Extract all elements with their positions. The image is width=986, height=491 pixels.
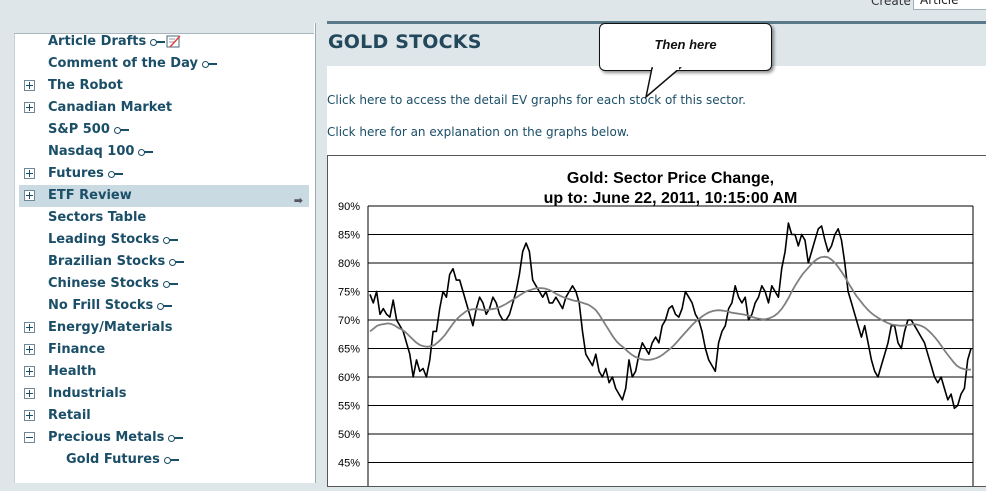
sidebar-item-label: Finance xyxy=(48,342,106,357)
sidebar-item-etf-review[interactable]: ETF Review ➡ xyxy=(19,185,309,207)
y-tick-label: 55% xyxy=(338,401,360,413)
sidebar-top-bar xyxy=(14,23,314,34)
callout-text: Then here xyxy=(654,37,717,52)
sidebar-item-label: Health xyxy=(48,364,97,379)
sidebar-item-label: Energy/Materials xyxy=(48,320,173,335)
expand-icon[interactable] xyxy=(24,322,35,333)
sidebar-item-label: Sectors Table xyxy=(48,210,147,225)
y-tick-label: 65% xyxy=(338,344,360,356)
key-icon xyxy=(150,38,166,46)
callout-bubble: Then here xyxy=(599,23,772,71)
sidebar-item-leading-stocks[interactable]: Leading Stocks xyxy=(15,229,305,251)
sidebar-item-futures[interactable]: Futures xyxy=(15,163,305,185)
sidebar-item-label: S&P 500 xyxy=(48,119,129,141)
sidebar-item-comment-of-the-day[interactable]: Comment of the Day xyxy=(15,53,305,75)
sidebar-item-gold-futures[interactable]: Gold Futures xyxy=(15,449,305,471)
sidebar-item-label: Retail xyxy=(48,408,91,423)
sidebar-item-the-robot[interactable]: The Robot xyxy=(15,75,305,97)
key-icon xyxy=(113,126,129,134)
sidebar-item-label: Canadian Market xyxy=(48,100,173,115)
chart-container: Gold: Sector Price Change, up to: June 22… xyxy=(327,155,986,487)
y-tick-label: 85% xyxy=(338,230,360,242)
sidebar-item-article-drafts[interactable]: Article Drafts xyxy=(15,31,305,53)
expand-icon[interactable] xyxy=(24,344,35,355)
y-tick-label: 70% xyxy=(338,315,360,327)
sidebar-item-s-p-500[interactable]: S&P 500 xyxy=(15,119,305,141)
page-title: GOLD STOCKS xyxy=(328,31,482,53)
sidebar-item-label: Brazilian Stocks xyxy=(48,251,185,273)
sector-price-chart: Gold: Sector Price Change, up to: June 22… xyxy=(338,170,974,486)
create-select[interactable]: Article xyxy=(913,0,986,10)
key-icon xyxy=(107,170,123,178)
sidebar-item-label: No Frill Stocks xyxy=(48,295,173,317)
expand-icon[interactable] xyxy=(24,388,35,399)
sidebar-item-label: ETF Review xyxy=(48,188,132,203)
y-tick-label: 50% xyxy=(338,429,360,441)
sidebar-item-label: The Robot xyxy=(48,78,123,93)
sidebar-item-label: Comment of the Day xyxy=(48,53,217,75)
key-icon xyxy=(169,258,185,266)
y-tick-label: 90% xyxy=(338,201,360,213)
chart-subtitle: up to: June 22, 2011, 10:15:00 AM xyxy=(544,190,798,207)
sidebar-item-industrials[interactable]: Industrials xyxy=(15,383,305,405)
series-line-average xyxy=(369,255,971,371)
key-icon xyxy=(201,60,217,68)
create-label: Create xyxy=(871,0,911,8)
y-tick-label: 45% xyxy=(338,458,360,470)
expand-icon[interactable] xyxy=(24,190,35,201)
sidebar-item-label: Chinese Stocks xyxy=(48,273,179,295)
sidebar-item-brazilian-stocks[interactable]: Brazilian Stocks xyxy=(15,251,305,273)
sidebar-item-precious-metals[interactable]: Precious Metals xyxy=(15,427,305,449)
sidebar-item-label: Gold Futures xyxy=(66,449,179,471)
expand-icon[interactable] xyxy=(24,366,35,377)
key-icon xyxy=(168,434,184,442)
expand-icon[interactable] xyxy=(24,168,35,179)
key-icon xyxy=(138,148,154,156)
sidebar-item-label: Precious Metals xyxy=(48,427,184,449)
sidebar-item-sectors-table[interactable]: Sectors Table xyxy=(15,207,305,229)
key-icon xyxy=(163,236,179,244)
sidebar-item-label: Nasdaq 100 xyxy=(48,141,154,163)
collapse-icon[interactable] xyxy=(24,432,35,443)
series-line-price xyxy=(369,222,972,410)
sidebar-item-retail[interactable]: Retail xyxy=(15,405,305,427)
detail-graphs-link[interactable]: Click here to access the detail EV graph… xyxy=(327,93,746,107)
sidebar-item-canadian-market[interactable]: Canadian Market xyxy=(15,97,305,119)
sidebar-item-label: Leading Stocks xyxy=(48,229,179,251)
expand-icon[interactable] xyxy=(24,410,35,421)
y-tick-label: 80% xyxy=(338,258,360,270)
sidebar-item-label: Industrials xyxy=(48,386,127,401)
sidebar-item-nasdaq-100[interactable]: Nasdaq 100 xyxy=(15,141,305,163)
sidebar-item-energy-materials[interactable]: Energy/Materials xyxy=(15,317,305,339)
sidebar-item-label: Article Drafts xyxy=(48,31,181,53)
sidebar-nav: Article Drafts Comment of the Day The Robo… xyxy=(14,23,316,483)
expand-icon[interactable] xyxy=(24,80,35,91)
sidebar-item-finance[interactable]: Finance xyxy=(15,339,305,361)
callout-tail xyxy=(644,67,683,99)
sidebar-item-health[interactable]: Health xyxy=(15,361,305,383)
draft-edit-icon xyxy=(166,35,181,48)
chart-title: Gold: Sector Price Change, xyxy=(567,170,774,187)
expand-icon[interactable] xyxy=(24,102,35,113)
sidebar-item-no-frill-stocks[interactable]: No Frill Stocks xyxy=(15,295,305,317)
y-tick-label: 60% xyxy=(338,372,360,384)
key-icon xyxy=(163,280,179,288)
graphs-explanation-link[interactable]: Click here for an explanation on the gra… xyxy=(327,125,630,139)
y-tick-label: 75% xyxy=(338,287,360,299)
key-icon xyxy=(163,456,179,464)
sidebar-item-chinese-stocks[interactable]: Chinese Stocks xyxy=(15,273,305,295)
sidebar-item-label: Futures xyxy=(48,163,123,185)
key-icon xyxy=(157,302,173,310)
top-bar xyxy=(0,0,986,12)
arrow-right-icon[interactable]: ➡ xyxy=(293,194,303,207)
